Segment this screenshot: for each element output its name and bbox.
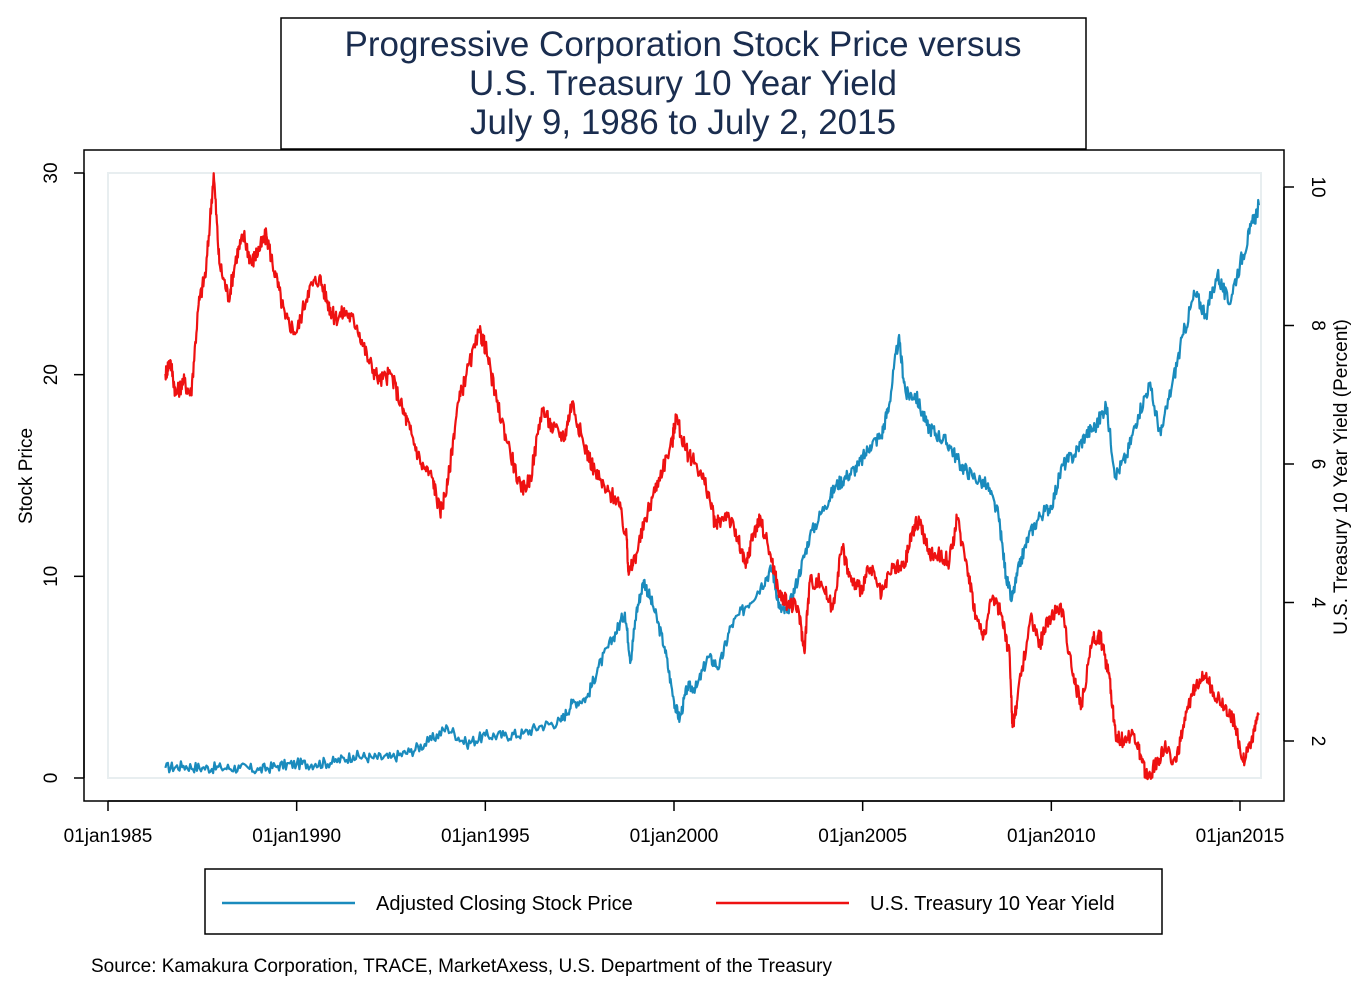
y-right-tick-label: 2 — [1307, 736, 1328, 747]
chart-title-line-2: U.S. Treasury 10 Year Yield — [469, 64, 897, 103]
plot-inner-region — [107, 172, 1262, 779]
legend-label-stock: Adjusted Closing Stock Price — [376, 893, 633, 915]
source-note: Source: Kamakura Corporation, TRACE, Mar… — [91, 956, 832, 977]
y-right-tick-label: 10 — [1307, 176, 1328, 197]
chart-title-line-1: Progressive Corporation Stock Price vers… — [345, 25, 1022, 64]
legend-label-yield: U.S. Treasury 10 Year Yield — [870, 893, 1115, 915]
x-tick-label: 01jan1985 — [64, 826, 153, 847]
series-layer — [164, 172, 1260, 781]
y-axis-left-ticks: 0 10 20 30 — [41, 162, 84, 783]
x-tick-label: 01jan2000 — [630, 826, 719, 847]
x-tick-label: 01jan1995 — [441, 826, 530, 847]
y-right-tick-label: 8 — [1307, 320, 1328, 331]
chart-title-line-3: July 9, 1986 to July 2, 2015 — [470, 103, 896, 142]
series-line-treasury-yield — [164, 172, 1260, 781]
y-left-tick-label: 20 — [41, 364, 62, 385]
x-axis-ticks: 01jan1985 01jan1990 01jan1995 01jan2000 01ja… — [64, 801, 1285, 847]
y-axis-left-title: Stock Price — [16, 428, 37, 524]
y-left-tick-label: 0 — [41, 773, 62, 784]
y-right-tick-label: 4 — [1307, 597, 1328, 608]
y-left-tick-label: 10 — [41, 566, 62, 587]
title-box — [280, 17, 1087, 150]
y-right-tick-label: 6 — [1307, 459, 1328, 470]
y-axis-right-title: U.S. Treasury 10 Year Yield (Percent) — [1331, 319, 1352, 635]
x-tick-label: 01jan1990 — [252, 826, 341, 847]
x-tick-label: 01jan2010 — [1007, 826, 1096, 847]
x-tick-label: 01jan2005 — [818, 826, 907, 847]
legend-box — [204, 868, 1163, 935]
y-left-tick-label: 30 — [41, 162, 62, 183]
y-axis-right-ticks: 2 4 6 8 10 — [1284, 176, 1328, 746]
x-tick-label: 01jan2015 — [1196, 826, 1285, 847]
